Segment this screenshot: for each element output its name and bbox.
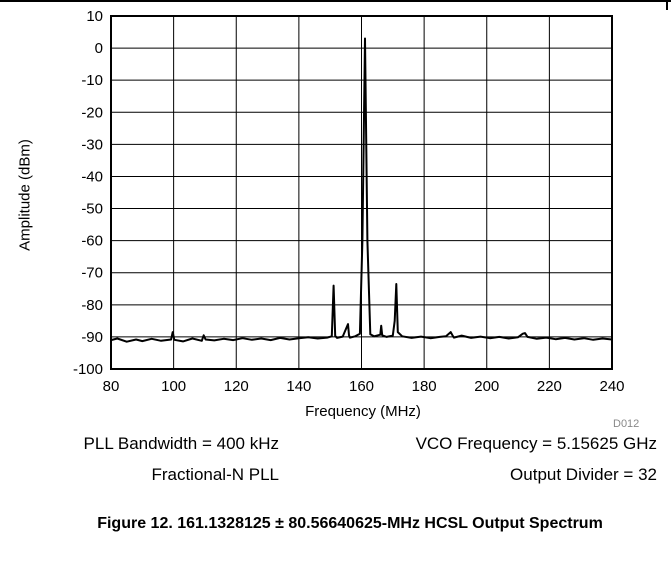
figure-id: D012 xyxy=(613,418,640,430)
x-tick-label: 100 xyxy=(161,378,186,395)
y-tick-label: 0 xyxy=(95,40,103,57)
x-tick-label: 220 xyxy=(537,378,562,395)
pll-bandwidth-note: PLL Bandwidth = 400 kHz xyxy=(83,434,279,453)
x-axis-label: Frequency (MHz) xyxy=(305,403,421,420)
x-tick-label: 140 xyxy=(286,378,311,395)
vco-frequency-note: VCO Frequency = 5.15625 GHz xyxy=(415,434,657,453)
x-tick-label: 120 xyxy=(224,378,249,395)
x-tick-label: 160 xyxy=(349,378,374,395)
y-tick-label: -10 xyxy=(81,72,103,89)
figure-caption: Figure 12. 161.1328125 ± 80.56640625-MHz… xyxy=(97,515,603,532)
y-tick-label: -60 xyxy=(81,233,103,250)
y-tick-label: -80 xyxy=(81,297,103,314)
pll-mode-note: Fractional-N PLL xyxy=(151,465,279,484)
y-tick-label: -40 xyxy=(81,168,103,185)
x-tick-label: 200 xyxy=(474,378,499,395)
x-tick-label: 80 xyxy=(103,378,120,395)
plot-frame xyxy=(110,15,613,370)
y-tick-label: -100 xyxy=(73,361,103,378)
y-tick-label: -90 xyxy=(81,329,103,346)
y-axis-label: Amplitude (dBm) xyxy=(16,139,34,251)
x-tick-label: 180 xyxy=(412,378,437,395)
y-tick-label: 10 xyxy=(86,8,103,25)
x-tick-label: 240 xyxy=(599,378,624,395)
spectrum-trace xyxy=(110,37,613,343)
y-tick-label: -30 xyxy=(81,136,103,153)
y-tick-label: -70 xyxy=(81,265,103,282)
y-tick-label: -50 xyxy=(81,201,103,218)
top-rule xyxy=(0,0,671,2)
top-corner-tick xyxy=(666,0,668,10)
output-divider-note: Output Divider = 32 xyxy=(510,465,657,484)
y-tick-label: -20 xyxy=(81,104,103,121)
